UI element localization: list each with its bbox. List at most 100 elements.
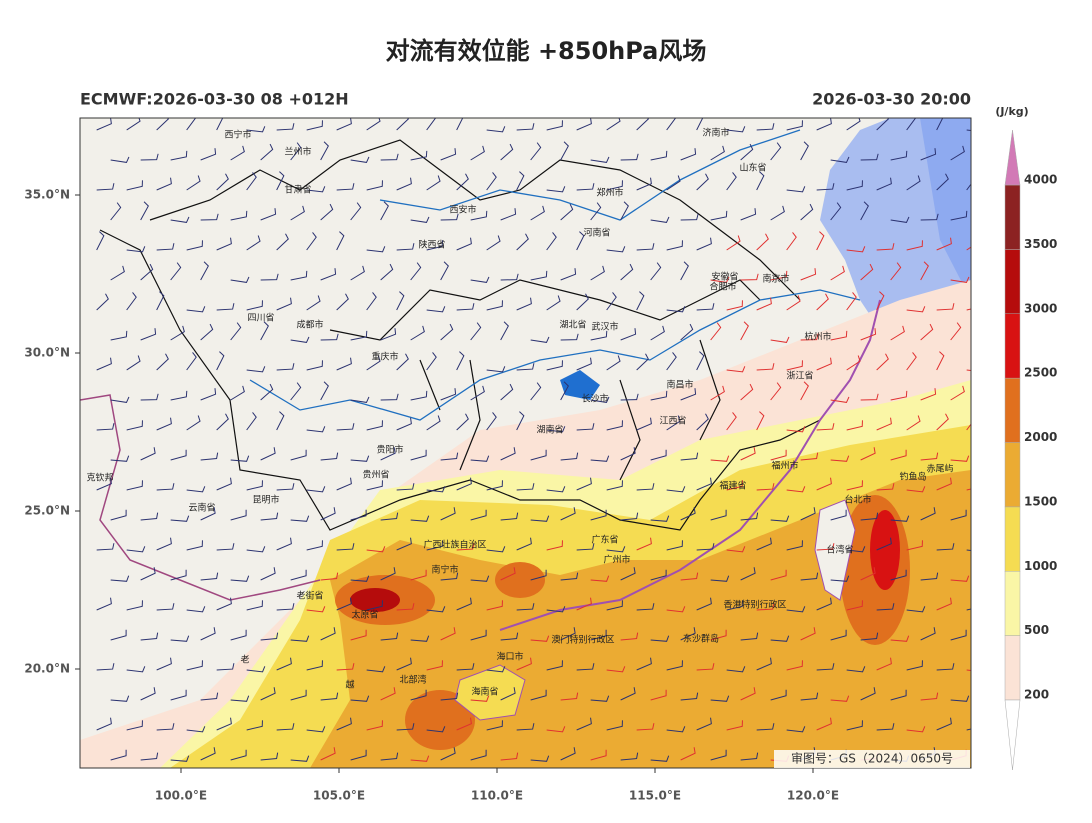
wind-barb (800, 268, 817, 281)
wind-barb (650, 569, 667, 581)
wind-barb (560, 141, 569, 161)
wind-barb (440, 261, 449, 281)
wind-barb (126, 720, 143, 731)
wind-barb (276, 603, 295, 611)
wind-barb (470, 210, 488, 221)
wind-barb (126, 546, 146, 553)
wind-barb (816, 183, 835, 191)
wind-barb (936, 543, 955, 551)
wind-barb (890, 635, 910, 642)
map-label: 济南市 (702, 127, 729, 139)
wind-barb (846, 292, 857, 311)
wind-barb (650, 325, 665, 341)
wind-barb (830, 509, 847, 521)
wind-barb (530, 689, 547, 701)
wind-barb (170, 390, 188, 401)
wind-barb (410, 325, 425, 341)
wind-barb (816, 357, 832, 371)
wind-barb (366, 246, 386, 253)
wind-barb (260, 567, 276, 581)
wind-barb (696, 237, 712, 251)
wind-barb (126, 480, 143, 491)
map-label: 贵州省 (362, 469, 389, 481)
wind-barb (200, 213, 219, 221)
wind-barb (486, 412, 497, 431)
wind-barb (936, 477, 952, 491)
wind-barb (906, 352, 917, 371)
wind-barb (726, 720, 743, 731)
wind-barb (726, 366, 746, 373)
map-label: 广州市 (603, 554, 630, 566)
wind-barb (680, 692, 699, 701)
wind-barb (890, 150, 908, 161)
wind-barb (486, 480, 503, 491)
wind-barb (636, 291, 645, 311)
wind-barb (516, 483, 535, 491)
wind-barb (260, 143, 274, 161)
map-label: 兰州市 (284, 146, 311, 158)
wind-barb (590, 629, 607, 641)
country-border (80, 394, 321, 601)
wind-barb (516, 233, 529, 251)
wind-barb (156, 177, 172, 191)
wind-barb (230, 276, 250, 283)
wind-barb (380, 687, 396, 701)
wind-barb (96, 183, 115, 191)
wind-barb (830, 455, 850, 462)
wind-barb (576, 183, 595, 191)
colorbar-segment (1004, 442, 1021, 508)
wind-barb (440, 213, 459, 221)
wind-barb (560, 692, 579, 701)
wind-barb (336, 543, 355, 551)
wind-barb (860, 447, 876, 461)
wind-barb (170, 635, 190, 642)
wind-barb (606, 118, 621, 131)
map-label: 合肥市 (709, 281, 736, 293)
lat-tick-label: 35.0°N (24, 188, 70, 202)
axis-ticks: 35.0°N 30.0°N 25.0°N 20.0°N 100.0°E 105.0°E 11… (24, 188, 839, 803)
wind-barb (440, 388, 457, 401)
wind-barb (620, 687, 636, 701)
wind-barb (336, 423, 355, 431)
wind-barb (816, 663, 835, 671)
lat-tick-label: 30.0°N (24, 346, 70, 360)
wind-barb (320, 507, 336, 521)
wind-barb (470, 455, 490, 462)
wind-barb (426, 726, 446, 733)
wind-barb (366, 355, 381, 371)
wind-barb (440, 148, 457, 161)
map-label: 克钦邦 (86, 472, 113, 484)
wind-barb (110, 202, 122, 221)
colorbar-label: 1000 (1024, 559, 1057, 573)
wind-barb (140, 632, 159, 641)
wind-barb (770, 635, 790, 642)
wind-barb (830, 695, 850, 702)
wind-barb (186, 606, 206, 613)
wind-barb (530, 569, 547, 581)
wind-barb (276, 657, 292, 671)
wind-barb (410, 390, 428, 401)
wind-barb (350, 629, 367, 641)
wind-barb (740, 512, 759, 521)
wind-barb (276, 723, 295, 731)
wind-barb (306, 360, 323, 371)
wind-barb (216, 717, 232, 731)
wind-barb (740, 383, 754, 401)
wind-barb (650, 515, 670, 522)
wind-barb (740, 447, 756, 461)
wind-barb (320, 572, 339, 581)
wind-barb (816, 597, 832, 611)
wind-barb (756, 297, 772, 311)
map-label: 成都市 (296, 319, 323, 331)
map-label: 昆明市 (252, 494, 279, 506)
wind-barb (530, 755, 550, 762)
wind-barb (440, 627, 456, 641)
wind-barb (906, 415, 921, 431)
wind-barb (876, 177, 892, 191)
wind-barb (816, 717, 832, 731)
map-label: 杭州市 (804, 331, 831, 343)
wind-barb (486, 546, 506, 553)
province-border (99, 229, 821, 531)
wind-barb (770, 336, 790, 343)
province-border (149, 139, 801, 301)
